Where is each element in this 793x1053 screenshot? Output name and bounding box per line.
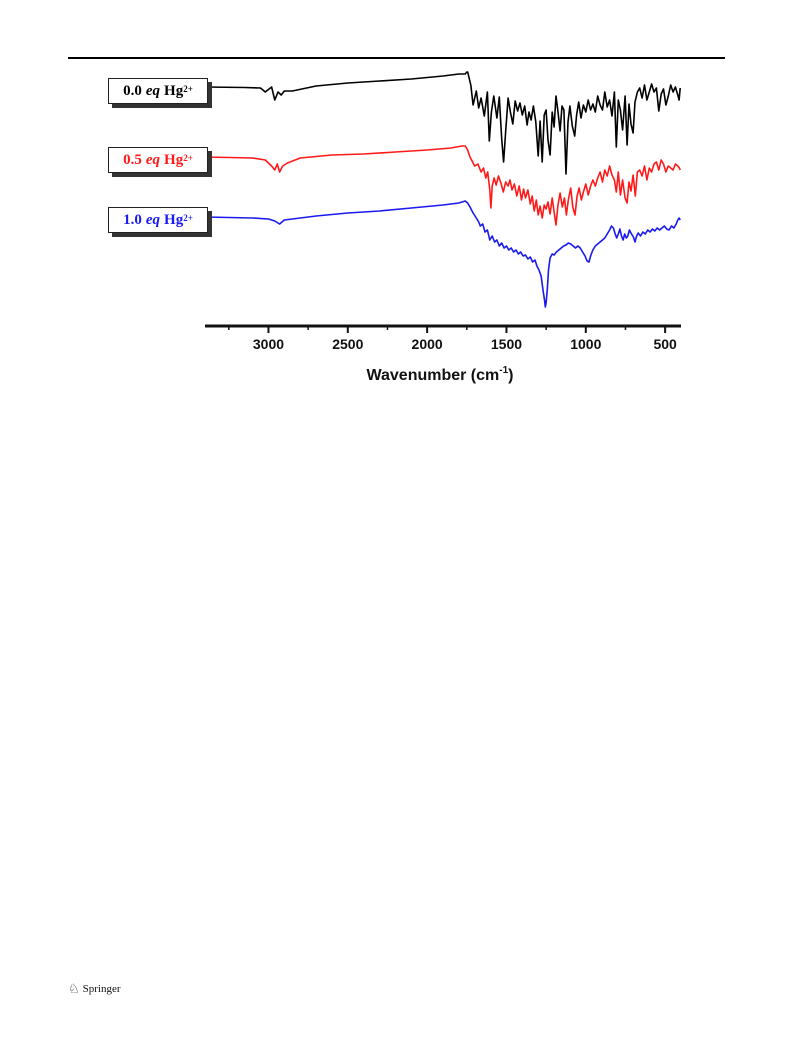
- x-tick-label: 1000: [570, 336, 601, 352]
- legend-eq: eq: [145, 151, 161, 168]
- legend-eq: eq: [145, 211, 161, 228]
- spectra-lines: [204, 71, 681, 308]
- publisher-name: Springer: [82, 983, 121, 995]
- legend-num: 0.5: [123, 151, 142, 168]
- x-tick-label: 1500: [491, 336, 522, 352]
- legend-charge: 2+: [183, 213, 193, 223]
- legend-charge: 2+: [183, 153, 193, 163]
- x-tick-label: 2000: [412, 336, 443, 352]
- legend-eq: eq: [145, 82, 161, 99]
- page-footer: ♘ Springer: [68, 981, 121, 997]
- spectrum-line-2: [204, 200, 681, 308]
- x-tick-label: 3000: [253, 336, 284, 352]
- legend-ion: Hg: [164, 82, 184, 99]
- legend-1-0-eq: 1.0 eq Hg 2+: [108, 207, 208, 233]
- spectrum-line-1: [204, 145, 681, 226]
- legend-ion: Hg: [164, 151, 184, 168]
- legend-charge: 2+: [183, 84, 193, 94]
- spectrum-line-0: [204, 71, 681, 175]
- springer-horse-icon: ♘: [68, 981, 80, 996]
- legend-num: 1.0: [123, 211, 142, 228]
- legend-0-5-eq: 0.5 eq Hg 2+: [108, 147, 208, 173]
- page-top-rule: [68, 57, 725, 59]
- x-axis-title: Wavenumber (cm-1): [366, 365, 513, 384]
- x-axis-ticks: 3000 2500 2000 1500 1000 500: [228, 326, 677, 352]
- legend-0-0-eq: 0.0 eq Hg 2+: [108, 78, 208, 104]
- x-tick-label: 500: [653, 336, 677, 352]
- legend-num: 0.0: [123, 82, 142, 99]
- legend-ion: Hg: [164, 211, 184, 228]
- x-tick-label: 2500: [332, 336, 363, 352]
